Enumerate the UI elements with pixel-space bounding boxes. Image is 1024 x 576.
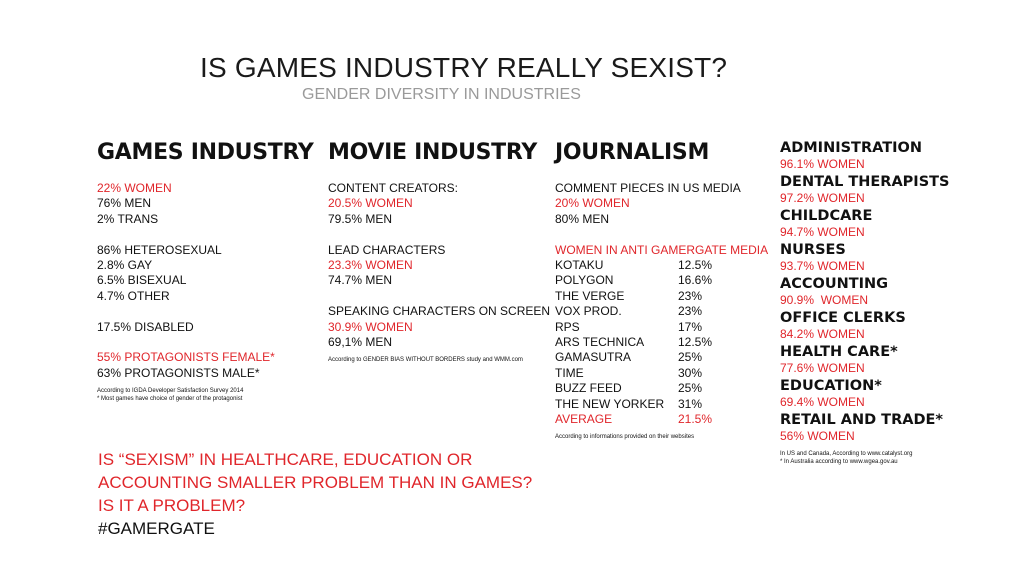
closing-question: IS “SEXISM” IN HEALTHCARE, EDUCATION OR … [98, 448, 532, 540]
outlet-value: 23% [678, 288, 703, 303]
list-item: RPS 17% [555, 320, 768, 335]
industry-women-stat: 77.6% WOMEN [780, 361, 865, 375]
movie-speaking-characters-women: 30.9% WOMEN [328, 319, 413, 334]
movie-speaking-characters-men: 69,1% MEN [328, 335, 393, 350]
outlet-value: 12.5% [678, 258, 713, 273]
journalism-column: JOURNALISM COMMENT PIECES IN US MEDIA 20… [555, 140, 768, 441]
movie-industry-heading: MOVIE INDUSTRY [328, 140, 537, 165]
games-disabled-stat: 17.5% DISABLED [97, 319, 194, 334]
outlet-name: TIME [555, 365, 584, 380]
games-other-stat: 4.7% OTHER [97, 288, 170, 303]
other-industries-source-note: In US and Canada, According to www.catal… [780, 450, 949, 466]
games-industry-column: GAMES INDUSTRY 22% WOMEN 76% MEN 2% TRAN… [97, 140, 314, 403]
industry-name: NURSES [780, 242, 846, 258]
other-industries-column: ADMINISTRATION 96.1% WOMEN DENTAL THERAP… [780, 140, 949, 466]
outlet-name: KOTAKU [555, 258, 604, 273]
outlet-name: VOX PROD. [555, 304, 622, 319]
list-item: GAMASUTRA 25% [555, 350, 768, 365]
outlet-value: 16.6% [678, 273, 713, 288]
movie-source-note: According to GENDER BIAS WITHOUT BORDERS… [328, 357, 523, 364]
list-item: THE NEW YORKER 31% [555, 397, 768, 412]
games-protagonists-male: 63% PROTAGONISTS MALE* [97, 365, 260, 380]
industry-name: CHILDCARE [780, 208, 873, 224]
question-line: ACCOUNTING SMALLER PROBLEM THAN IN GAMES… [98, 473, 533, 492]
outlet-name: ARS TECHNICA [555, 335, 645, 350]
list-item: BUZZ FEED 25% [555, 381, 768, 396]
industry-women-stat: 56% WOMEN [780, 429, 855, 443]
industry-women-stat: 97.2% WOMEN [780, 191, 865, 205]
industry-name: ADMINISTRATION [780, 140, 922, 156]
games-industry-heading: GAMES INDUSTRY [97, 140, 314, 165]
games-bisexual-stat: 6.5% BISEXUAL [97, 273, 187, 288]
movie-industry-column: MOVIE INDUSTRY CONTENT CREATORS: 20.5% W… [328, 140, 550, 364]
industry-name: OFFICE CLERKS [780, 310, 906, 326]
industry-women-stat: 94.7% WOMEN [780, 225, 865, 239]
list-item: THE VERGE 23% [555, 289, 768, 304]
industry-name: RETAIL AND TRADE* [780, 412, 943, 428]
movie-lead-characters-men: 74.7% MEN [328, 273, 393, 288]
journalism-comment-men: 80% MEN [555, 211, 610, 226]
industry-name: HEALTH CARE* [780, 344, 898, 360]
outlet-value: 25% [678, 381, 703, 396]
games-protagonists-female: 55% PROTAGONISTS FEMALE* [97, 350, 275, 365]
average-row: AVERAGE 21.5% [555, 412, 768, 427]
journalism-comment-label: COMMENT PIECES IN US MEDIA [555, 181, 741, 195]
anti-gamergate-label: WOMEN IN ANTI GAMERGATE MEDIA [555, 242, 769, 257]
outlet-value: 23% [678, 304, 703, 319]
industry-name: ACCOUNTING [780, 276, 889, 292]
games-trans-stat: 2% TRANS [97, 211, 159, 226]
average-label: AVERAGE [555, 412, 613, 427]
industry-women-stat: 90.9% WOMEN [780, 293, 869, 307]
games-hetero-stat: 86% HETEROSEXUAL [97, 242, 222, 257]
journalism-comment-women: 20% WOMEN [555, 196, 630, 211]
list-item: VOX PROD. 23% [555, 304, 768, 319]
movie-lead-characters-women: 23.3% WOMEN [328, 258, 413, 273]
list-item: POLYGON 16.6% [555, 273, 768, 288]
outlet-list: KOTAKU 12.5% POLYGON 16.6% THE VERGE 23% VO… [555, 258, 768, 427]
movie-lead-characters-label: LEAD CHARACTERS [328, 242, 446, 257]
outlet-name: POLYGON [555, 273, 614, 288]
outlet-name: BUZZ FEED [555, 381, 622, 396]
outlet-value: 31% [678, 396, 703, 411]
page-subtitle: GENDER DIVERSITY IN INDUSTRIES [302, 86, 581, 103]
games-women-stat: 22% WOMEN [97, 181, 172, 195]
other-note-line: In US and Canada, According to www.catal… [780, 451, 913, 457]
games-source-note: According to IGDA Developer Satisfaction… [97, 387, 314, 403]
movie-content-creators-men: 79.5% MEN [328, 211, 393, 226]
outlet-name: RPS [555, 319, 580, 334]
industry-women-stat: 93.7% WOMEN [780, 259, 865, 273]
movie-content-creators-label: CONTENT CREATORS: [328, 181, 459, 195]
movie-speaking-characters-label: SPEAKING CHARACTERS ON SCREEN [328, 304, 551, 319]
outlet-value: 12.5% [678, 335, 713, 350]
movie-content-creators-women: 20.5% WOMEN [328, 196, 413, 211]
question-line: IS “SEXISM” IN HEALTHCARE, EDUCATION OR [98, 450, 473, 469]
games-men-stat: 76% MEN [97, 196, 152, 211]
outlet-name: THE VERGE [555, 288, 625, 303]
journalism-heading: JOURNALISM [555, 140, 710, 165]
industry-women-stat: 84.2% WOMEN [780, 327, 865, 341]
industry-name: EDUCATION* [780, 378, 882, 394]
list-item: TIME 30% [555, 366, 768, 381]
games-note-line: * Most games have choice of gender of th… [97, 396, 243, 403]
outlet-name: GAMASUTRA [555, 350, 632, 365]
page-title: IS GAMES INDUSTRY REALLY SEXIST? [200, 52, 728, 83]
other-note-line: * In Australia according to www.wgea.gov… [780, 459, 898, 465]
list-item: ARS TECHNICA 12.5% [555, 335, 768, 350]
outlet-value: 30% [678, 365, 703, 380]
outlet-name: THE NEW YORKER [555, 396, 665, 411]
games-gay-stat: 2.8% GAY [97, 258, 153, 273]
outlet-value: 25% [678, 350, 703, 365]
games-note-line: According to IGDA Developer Satisfaction… [97, 388, 244, 395]
average-value: 21.5% [678, 412, 713, 427]
hashtag-gamergate: #GAMERGATE [98, 519, 215, 538]
journalism-source-note: According to informations provided on th… [555, 434, 695, 441]
list-item: KOTAKU 12.5% [555, 258, 768, 273]
question-line: IS IT A PROBLEM? [98, 496, 246, 515]
outlet-value: 17% [678, 319, 703, 334]
industry-women-stat: 69.4% WOMEN [780, 395, 865, 409]
industry-women-stat: 96.1% WOMEN [780, 157, 865, 171]
industry-name: DENTAL THERAPISTS [780, 174, 950, 190]
